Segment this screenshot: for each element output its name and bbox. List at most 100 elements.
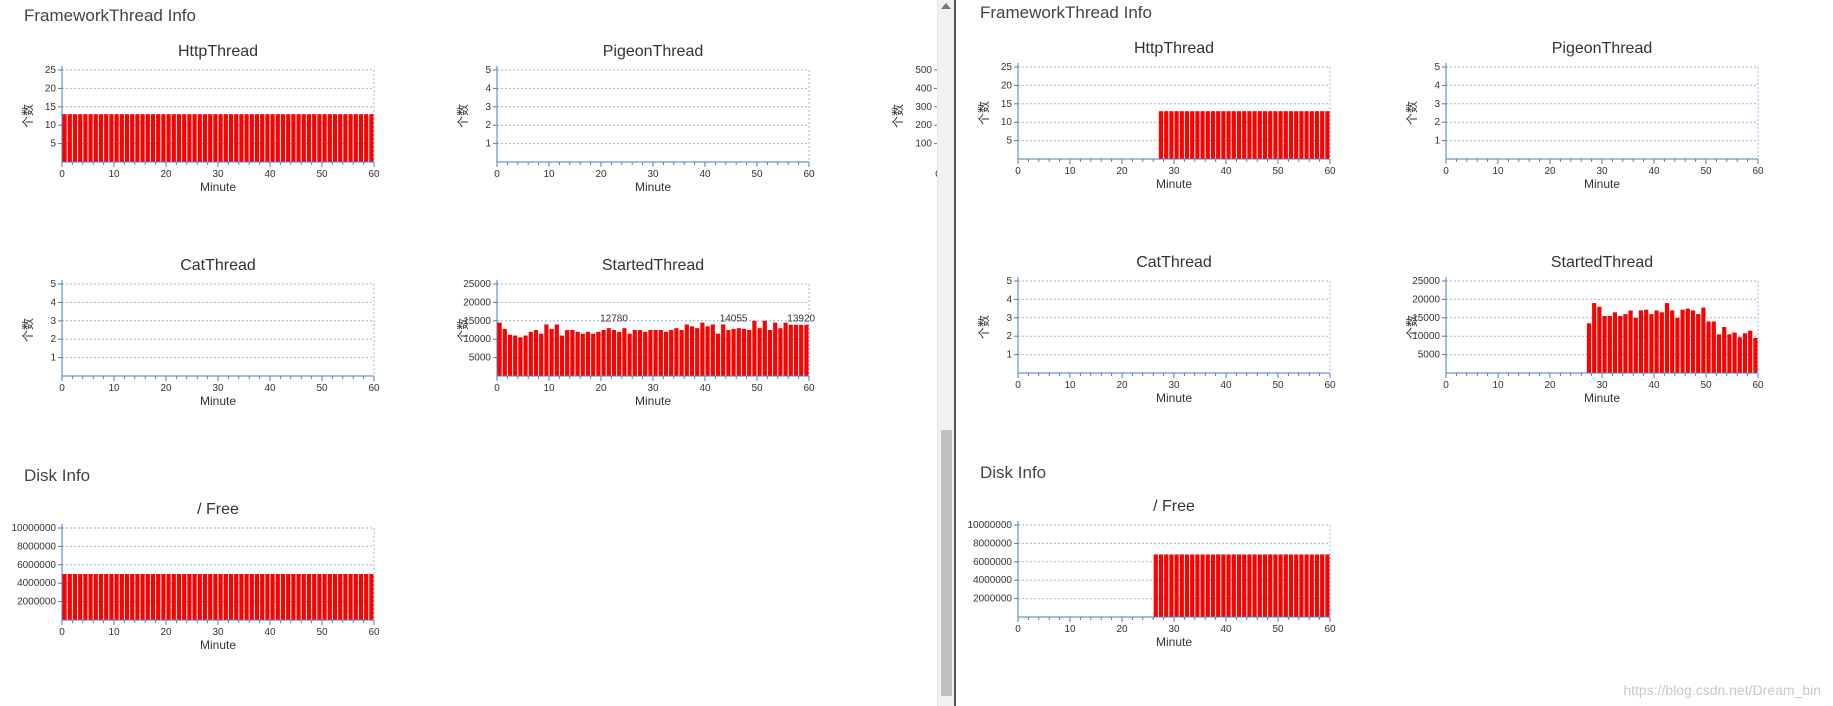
bar <box>213 574 218 620</box>
y-tick-label: 3 <box>50 316 56 327</box>
bar <box>1716 334 1722 373</box>
bar <box>93 114 98 162</box>
bar <box>306 574 312 620</box>
bar <box>788 324 793 376</box>
bar <box>747 330 752 376</box>
y-axis-label: 个数 <box>890 104 905 128</box>
y-axis-label: 个数 <box>455 104 470 128</box>
bar <box>358 114 364 162</box>
scroll-up-arrow-icon[interactable] <box>941 3 951 9</box>
bar <box>223 574 228 620</box>
bar <box>208 574 213 620</box>
bar <box>301 574 306 620</box>
bar <box>280 574 286 620</box>
bar <box>306 114 312 162</box>
bar <box>570 330 575 376</box>
y-axis-label: 个数 <box>976 315 991 339</box>
bar <box>1174 111 1179 159</box>
bar <box>1628 310 1633 373</box>
bar <box>234 574 239 620</box>
http-thread-chart-svg: HttpThread 5 10 15 20 25 0 10 20 30 40 50 60 Minute 个数 <box>976 40 1336 191</box>
x-tick-label: 50 <box>1700 166 1712 177</box>
bar <box>523 335 528 376</box>
bar <box>783 322 788 376</box>
y-tick-label: 5 <box>1006 276 1012 287</box>
bar <box>254 574 260 620</box>
bar <box>182 114 187 162</box>
bar <box>109 574 114 620</box>
bar <box>778 328 783 376</box>
vertical-scrollbar[interactable] <box>937 0 955 706</box>
bar <box>1294 554 1299 617</box>
y-axis-label: 个数 <box>1404 315 1419 339</box>
bar <box>611 330 617 376</box>
bar <box>1195 554 1200 617</box>
bar <box>1722 327 1727 373</box>
chart-title: StartedThread <box>1551 254 1653 271</box>
bar <box>301 114 306 162</box>
bar <box>286 114 291 162</box>
bar <box>254 114 260 162</box>
scrollbar-thumb[interactable] <box>941 430 952 696</box>
bar <box>1742 333 1748 373</box>
x-tick-label: 40 <box>699 169 711 180</box>
bar <box>741 328 747 376</box>
bar <box>799 324 804 376</box>
watermark: https://blog.csdn.net/Dream_bin <box>1623 682 1821 698</box>
bar <box>606 328 611 376</box>
y-tick-label: 5 <box>1006 136 1012 147</box>
y-tick-label: 4000000 <box>17 578 56 589</box>
bar <box>596 331 601 376</box>
bar <box>171 114 176 162</box>
bar <box>1701 307 1706 373</box>
bar <box>1205 554 1210 617</box>
bar <box>343 114 348 162</box>
bar <box>1623 314 1628 373</box>
bar <box>1309 554 1314 617</box>
bar <box>502 328 507 376</box>
bar <box>202 574 208 620</box>
y-axis-label: 个数 <box>20 318 35 342</box>
bar <box>689 326 695 376</box>
bar <box>192 114 197 162</box>
x-axis-label: Minute <box>200 180 236 194</box>
y-tick-label: 5 <box>50 279 56 290</box>
bar <box>317 114 322 162</box>
x-tick-label: 60 <box>1324 166 1336 177</box>
bar <box>192 574 197 620</box>
bar <box>223 114 228 162</box>
x-tick-label: 10 <box>108 627 120 638</box>
bar <box>1257 111 1262 159</box>
bar <box>156 114 161 162</box>
y-tick-label: 200 <box>915 120 932 131</box>
bar <box>348 114 353 162</box>
bar <box>239 114 244 162</box>
bar <box>1158 554 1164 617</box>
x-tick-label: 20 <box>595 169 607 180</box>
bar <box>213 114 218 162</box>
y-tick-label: 20 <box>45 83 57 94</box>
bar <box>260 574 265 620</box>
x-axis-label: Minute <box>635 180 671 194</box>
bar <box>1654 310 1659 373</box>
x-tick-label: 10 <box>1492 166 1504 177</box>
y-tick-label: 15 <box>45 102 57 113</box>
y-tick-label: 15000 <box>463 316 491 327</box>
y-tick-label: 10000 <box>1412 331 1440 342</box>
x-tick-label: 50 <box>316 627 328 638</box>
x-axis-label: Minute <box>1156 391 1192 405</box>
bar <box>1612 312 1618 373</box>
bar <box>197 574 202 620</box>
bar <box>1586 323 1592 373</box>
bar <box>1210 111 1216 159</box>
bar <box>1205 111 1210 159</box>
bar <box>1252 111 1257 159</box>
y-tick-label: 6000000 <box>17 560 56 571</box>
bar <box>322 114 327 162</box>
bar <box>114 114 119 162</box>
y-tick-label: 25000 <box>1412 276 1440 287</box>
y-tick-label: 3 <box>1434 99 1440 110</box>
x-axis-label: Minute <box>1156 177 1192 191</box>
x-tick-label: 50 <box>1700 380 1712 391</box>
started-thread-chart: StartedThread 5000 10000 15000 20000 25000 127… <box>455 257 875 445</box>
